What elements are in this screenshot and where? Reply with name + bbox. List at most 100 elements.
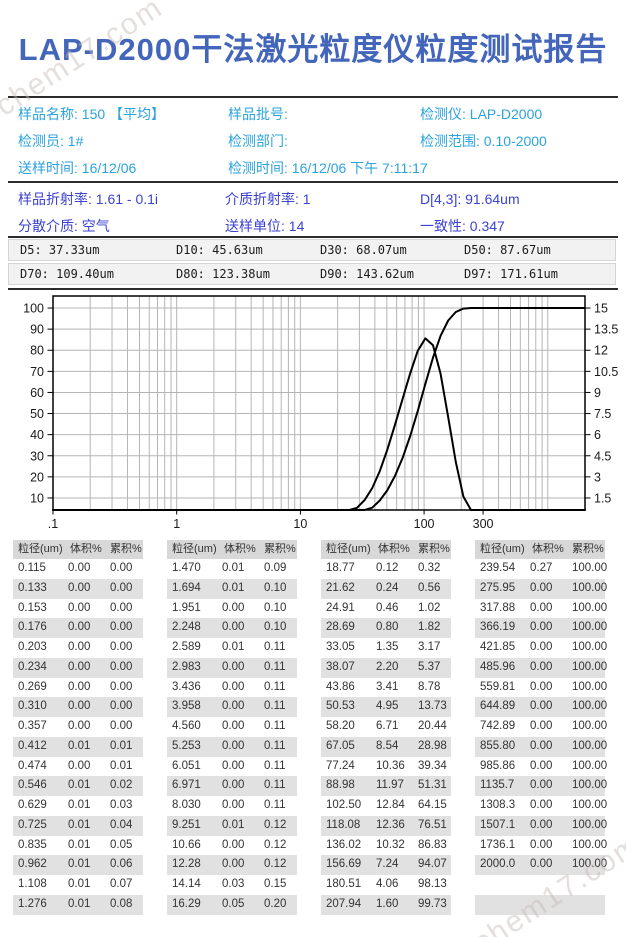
table-cell: 366.19 <box>480 621 516 634</box>
table-cell: 0.00 <box>530 799 553 811</box>
info-label: 送样单位: <box>225 218 289 234</box>
column-header: 累积% <box>572 543 604 555</box>
table-row: 156.69 7.24 94.07 <box>321 855 451 875</box>
table-cell: 156.69 <box>326 858 362 871</box>
table-cell: 0.962 <box>18 858 47 871</box>
d-value-item: D50: 87.67um <box>464 243 551 257</box>
table-cell: 0.00 <box>222 858 245 871</box>
table-row: 485.96 0.00 100.00 <box>475 657 607 678</box>
table-cell: 8.78 <box>418 680 441 693</box>
table-cell: 0.01 <box>68 838 91 851</box>
table-cell: 100.00 <box>572 641 608 653</box>
table-cell: 1.60 <box>376 897 399 910</box>
table-cell: 1507.1 <box>480 818 516 831</box>
table-row: 12.28 0.00 0.12 <box>167 855 297 875</box>
table-cell: 985.86 <box>480 759 516 772</box>
table-row: 559.81 0.00 100.00 <box>475 677 607 698</box>
table-cell: 11.97 <box>376 779 404 792</box>
table-cell: 0.12 <box>264 838 287 851</box>
table-cell: 98.13 <box>418 878 447 890</box>
table-cell: 2.20 <box>376 660 399 673</box>
table-cell: 28.98 <box>418 739 447 752</box>
table-cell: 100.00 <box>572 799 608 811</box>
report-title: LAP-D2000干法激光粒度仪粒度测试报告 <box>18 32 608 67</box>
info-value: 空气 <box>81 218 110 234</box>
y-right-tick-label: 4.5 <box>594 449 611 463</box>
table-cell: 0.11 <box>264 720 286 732</box>
table-row: 28.69 0.80 1.82 <box>321 618 451 638</box>
info-item: 分散介质: 空气 <box>18 213 110 240</box>
table-row: 50.53 4.95 13.73 <box>321 697 451 717</box>
d-value-item: D30: 68.07um <box>320 243 407 257</box>
table-cell: 12.36 <box>376 818 405 831</box>
table-cell: 5.37 <box>418 660 441 673</box>
table-row: 1.951 0.00 0.10 <box>167 598 297 619</box>
table-row: 985.86 0.00 100.00 <box>475 756 607 777</box>
y-right-tick-label: 1.5 <box>594 491 611 505</box>
chart-svg: 100 90 80 70 60 50 40 30 20 10 15 13.5 12 10.5 9 7.5 6 4.… <box>23 295 618 531</box>
table-cell: 0.00 <box>222 621 245 634</box>
table-row: 8.030 0.00 0.11 <box>167 796 297 816</box>
info-label: 检测员: <box>18 133 68 149</box>
table-cell: 0.00 <box>68 562 91 574</box>
table-cell: 0.00 <box>530 641 553 653</box>
table-row: 33.05 1.35 3.17 <box>321 638 451 658</box>
table-row: 0.234 0.00 0.00 <box>13 657 143 678</box>
table-row: 2.589 0.01 0.11 <box>167 638 297 658</box>
table-cell: 0.176 <box>18 621 47 634</box>
divider-4 <box>8 288 618 290</box>
info-item: 检测员: 1# <box>18 128 83 155</box>
info-item: 送样时间: 16/12/06 <box>18 155 136 182</box>
table-cell: 855.80 <box>480 739 516 752</box>
table-cell: 1.108 <box>18 878 47 890</box>
info-value: 16/12/06 <box>81 160 137 176</box>
table-cell: 7.24 <box>376 858 399 871</box>
table-header-row: 粒径(um) 体积% 累积% <box>13 540 143 559</box>
info-value: 1.61 - 0.1i <box>95 191 159 207</box>
x-tick-label: 1 <box>173 517 180 531</box>
table-row: 0.412 0.01 0.01 <box>13 736 143 757</box>
info-label: 介质折射率: <box>225 191 303 207</box>
table-cell: 86.83 <box>418 838 447 851</box>
info-value: 1# <box>67 133 84 149</box>
table-cell: 0.00 <box>110 601 133 614</box>
table-group: 粒径(um) 体积% 累积% 239.54 0.27 100.00 275.95 0.00 10… <box>475 540 607 915</box>
table-cell: 118.08 <box>326 818 361 831</box>
table-cell: 13.73 <box>418 700 447 713</box>
table-cell: 0.00 <box>530 779 553 792</box>
table-row: 317.88 0.00 100.00 <box>475 598 607 619</box>
table-row: 0.203 0.00 0.00 <box>13 638 143 658</box>
y-right-tick-label: 7.5 <box>594 407 611 421</box>
column-header: 累积% <box>110 543 142 555</box>
table-cell: 8.54 <box>376 739 399 752</box>
table-row: 77.24 10.36 39.34 <box>321 756 451 777</box>
table-row: 0.962 0.01 0.06 <box>13 855 143 875</box>
table-cell: 0.11 <box>264 759 286 772</box>
table-cell: 0.01 <box>222 818 245 831</box>
table-cell: 0.01 <box>222 641 245 653</box>
table-cell: 0.00 <box>222 739 245 752</box>
table-cell: 0.10 <box>264 621 287 634</box>
table-cell: 21.62 <box>326 581 355 594</box>
table-cell: 0.27 <box>530 562 553 574</box>
table-cell: 0.234 <box>18 660 47 673</box>
table-cell: 0.11 <box>264 799 286 811</box>
table-cell: 100.00 <box>572 838 608 851</box>
info-value: 14 <box>288 218 305 234</box>
table-cell: 0.12 <box>264 818 287 831</box>
info-value: 91.64um <box>465 191 520 207</box>
y-left-tick-label: 90 <box>30 323 44 337</box>
table-cell: 1308.3 <box>480 799 516 811</box>
table-cell: 0.00 <box>222 601 245 614</box>
table-row: 5.253 0.00 0.11 <box>167 736 297 757</box>
table-cell: 14.14 <box>172 878 201 890</box>
y-left-tick-label: 50 <box>30 407 44 421</box>
table-cell: 0.00 <box>222 799 245 811</box>
table-cell: 58.20 <box>326 720 355 732</box>
table-cell: 100.00 <box>572 818 608 831</box>
column-header: 粒径(um) <box>480 543 525 555</box>
table-row: 14.14 0.03 0.15 <box>167 875 297 895</box>
table-cell: 100.00 <box>572 660 608 673</box>
table-cell: 2.248 <box>172 621 201 634</box>
table-row: 0.629 0.01 0.03 <box>13 796 143 816</box>
